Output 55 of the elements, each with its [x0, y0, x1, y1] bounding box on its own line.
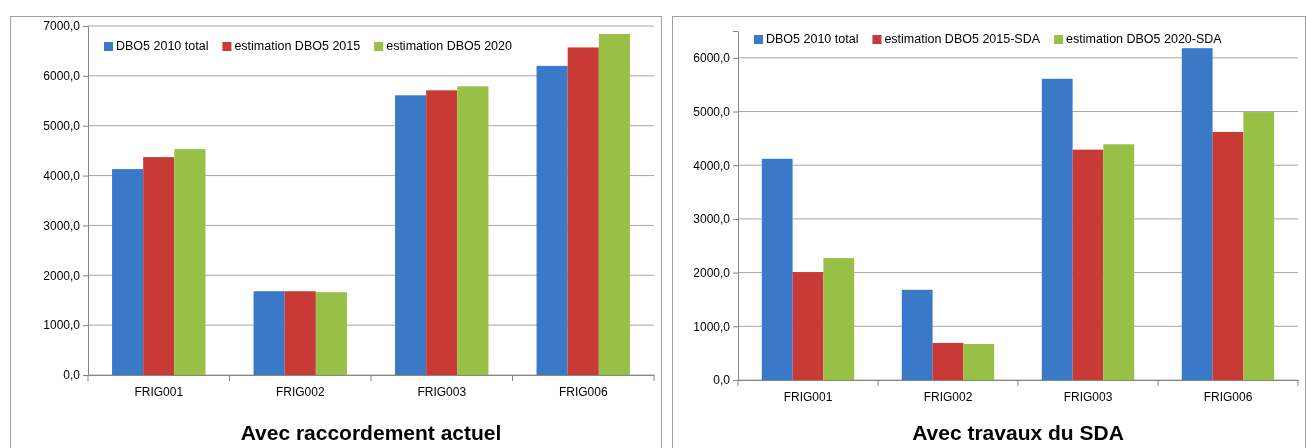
- y-tick-label: 3000,0: [693, 212, 731, 227]
- bar: [761, 158, 793, 380]
- x-tick-label: FRIG001: [134, 384, 184, 399]
- text: Avec raccordement actuel: [240, 421, 502, 444]
- x-tick-label: FRIG002: [275, 384, 325, 399]
- bar: [567, 47, 599, 375]
- bar: [598, 33, 630, 375]
- y-tick-label: 7000,0: [43, 19, 81, 34]
- bar: [253, 291, 285, 375]
- x-tick-label: FRIG003: [1063, 389, 1113, 404]
- bar: [932, 342, 964, 380]
- bar: [792, 272, 824, 380]
- x-tick-label: FRIG002: [923, 389, 973, 404]
- y-tick-label: 3000,0: [43, 218, 81, 233]
- text: Avec travaux du SDA: [912, 421, 1124, 444]
- bar: [1181, 48, 1213, 380]
- bar: [315, 292, 347, 375]
- y-tick-label: 2000,0: [43, 268, 81, 283]
- bar: [963, 344, 995, 380]
- y-tick-label: 4000,0: [43, 168, 81, 183]
- y-tick-label: 4000,0: [693, 158, 731, 173]
- x-tick-label: FRIG003: [417, 384, 467, 399]
- bar: [1072, 149, 1104, 380]
- x-tick-label: FRIG006: [558, 384, 608, 399]
- legend-label: DBO5 2010 total: [766, 32, 859, 46]
- x-tick-label: FRIG001: [783, 389, 833, 404]
- y-tick-label: 6000,0: [693, 51, 731, 66]
- bar: [536, 65, 568, 375]
- bar: [174, 149, 206, 375]
- y-tick-label: 1000,0: [693, 319, 731, 334]
- legend-label: estimation DBO5 2015: [234, 39, 361, 53]
- y-tick-label: 5000,0: [43, 119, 81, 134]
- y-tick-label: 0,0: [713, 373, 731, 388]
- legend-label: DBO5 2010 total: [116, 39, 209, 53]
- y-tick-label: 6000,0: [43, 69, 81, 84]
- bar: [395, 95, 427, 375]
- y-tick-label: 2000,0: [693, 265, 731, 280]
- bar: [426, 90, 458, 375]
- bar: [457, 86, 489, 375]
- bar: [901, 289, 933, 380]
- legend-label: estimation DBO5 2020: [386, 39, 512, 53]
- bar: [112, 169, 144, 375]
- y-tick-label: 0,0: [63, 368, 81, 383]
- bar: [1103, 144, 1135, 380]
- bar: [143, 157, 175, 375]
- legend-label: estimation DBO5 2020-SDA: [1066, 32, 1223, 46]
- bar: [284, 291, 316, 375]
- bar: [1212, 131, 1244, 380]
- bar: [1041, 78, 1073, 380]
- bar: [1243, 112, 1275, 380]
- y-tick-label: 1000,0: [43, 318, 81, 333]
- x-tick-label: FRIG006: [1203, 389, 1253, 404]
- legend-label: estimation DBO5 2015-SDA: [884, 32, 1041, 46]
- bar: [823, 258, 855, 380]
- y-tick-label: 5000,0: [693, 104, 731, 119]
